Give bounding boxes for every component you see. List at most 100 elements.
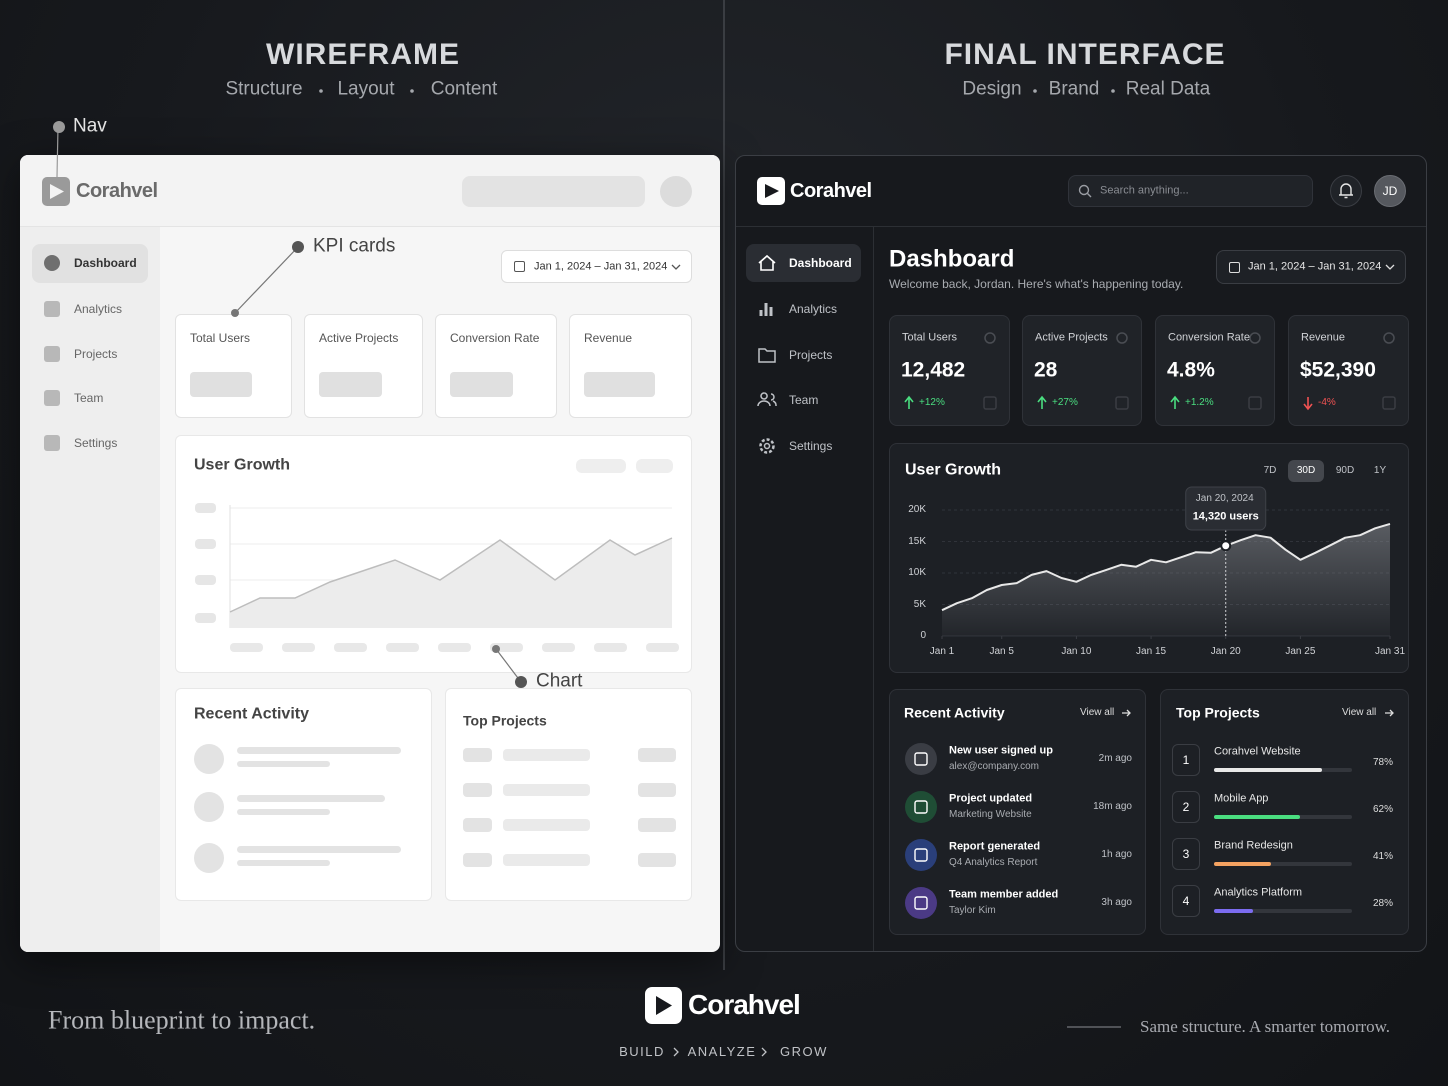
rank: 3 [1182,846,1190,861]
kpi-change: +1.2% [1185,397,1214,408]
panel-title: Recent Activity [904,704,1005,721]
date-pill [1216,250,1406,284]
calendar-icon [1229,262,1240,273]
highlight-point [1220,540,1232,552]
nav-icon [44,390,60,406]
nav-item: Projects [74,346,118,361]
kpi-icon [983,396,997,410]
activity-time: 3h ago [1101,897,1132,908]
kpi-change: -4% [1318,397,1336,408]
separator-dot [410,89,414,93]
footer-step: GROW [780,1044,828,1060]
annotation-dot [292,241,304,253]
kpi-value: $52,390 [1300,358,1376,382]
kpi-icon [1116,332,1128,344]
annotation: KPI cards [313,235,396,257]
chevron [1385,264,1395,270]
range-option: 7D [1263,465,1277,476]
activity-detail: alex@company.com [949,761,1039,772]
row-placeholder [638,748,676,762]
area-fill [942,523,1390,636]
footer-slogan: From blueprint to impact. [48,1005,316,1035]
annotation-line [495,648,522,683]
separator-dot [319,89,323,93]
line-placeholder [237,747,401,754]
row-placeholder [463,818,492,832]
kpi-icon [1383,332,1395,344]
kpi-value: 12,482 [901,358,966,382]
row-placeholder [503,819,590,831]
rank-badge [1172,885,1200,917]
view-all-link[interactable]: View all [1342,707,1377,718]
trend-arrow [904,395,914,409]
nav-icon [44,255,60,271]
nav-icon [757,392,777,407]
activity-icon [905,839,937,871]
activity-detail: Taylor Kim [949,905,996,916]
tooltip-date: Jan 20, 2024 [1195,493,1254,504]
axis-placeholder [594,643,627,652]
view-all-link[interactable]: View all [1080,707,1115,718]
axis-placeholder [282,643,315,652]
x-tick-label: Jan 25 [1285,646,1316,657]
search-box [1068,175,1313,207]
trend-arrow [1303,397,1313,411]
row-placeholder [638,783,676,797]
kpi-icon [984,332,996,344]
avatar-initials: JD [1382,183,1398,198]
footer-brand: Corahvel [688,989,801,1021]
panel-title: Top Projects [1176,704,1260,721]
range-active [1288,460,1324,482]
pill-placeholder [576,459,626,473]
tooltip-box [1185,486,1267,531]
activity-detail: Marketing Website [949,809,1032,820]
chevron [671,264,681,270]
footer-slogan: Same structure. A smarter tomorrow. [1140,1016,1391,1036]
nav-icon [44,435,60,451]
project-name: Corahvel Website [1214,745,1301,758]
kpi-label: Conversion Rate [1168,331,1250,344]
kpi-placeholder [319,372,382,397]
nav-item: Settings [789,438,833,453]
range-option: 1Y [1373,465,1387,476]
axis-placeholder [438,643,471,652]
axis-placeholder [195,575,216,585]
x-tick-label: Jan 31 [1374,646,1406,657]
progress-label: 28% [1372,898,1393,909]
row-placeholder [463,853,492,867]
nav-item: Dashboard [789,255,852,270]
line-placeholder [237,846,401,853]
nav-icon [44,346,60,362]
bell-button [1330,175,1362,207]
nav-item: Settings [74,435,118,450]
avatar-placeholder [194,744,224,774]
nav-item: Dashboard [74,255,137,270]
kpi-label: Total Users [190,330,251,345]
rank: 2 [1182,799,1190,814]
rank: 4 [1182,893,1190,908]
x-tick-label: Jan 20 [1210,646,1241,657]
panel-title: Top Projects [463,712,547,729]
axis-placeholder [230,643,263,652]
nav-icon [759,438,775,454]
kpi-change: +12% [919,397,945,408]
activity-glyph [914,848,928,862]
progress-label: 62% [1372,804,1393,815]
annotation-dot [231,309,239,317]
panel-title: Recent Activity [194,705,309,723]
placeholder-area [230,538,672,628]
activity-icon [905,791,937,823]
divider [723,0,725,970]
y-tick-label: 20K [908,504,926,515]
nav-icon [758,254,776,271]
nav-icon [759,303,773,316]
progress-label: 41% [1372,851,1393,862]
kpi-placeholder [584,372,655,397]
footer-step: ANALYZE [687,1044,757,1060]
footer-step: BUILD [619,1044,665,1060]
progress-track [1214,909,1352,913]
line-placeholder [237,860,330,866]
final-topbar-line [736,226,1426,227]
kpi-card [569,314,692,418]
logo-mark [765,184,779,198]
